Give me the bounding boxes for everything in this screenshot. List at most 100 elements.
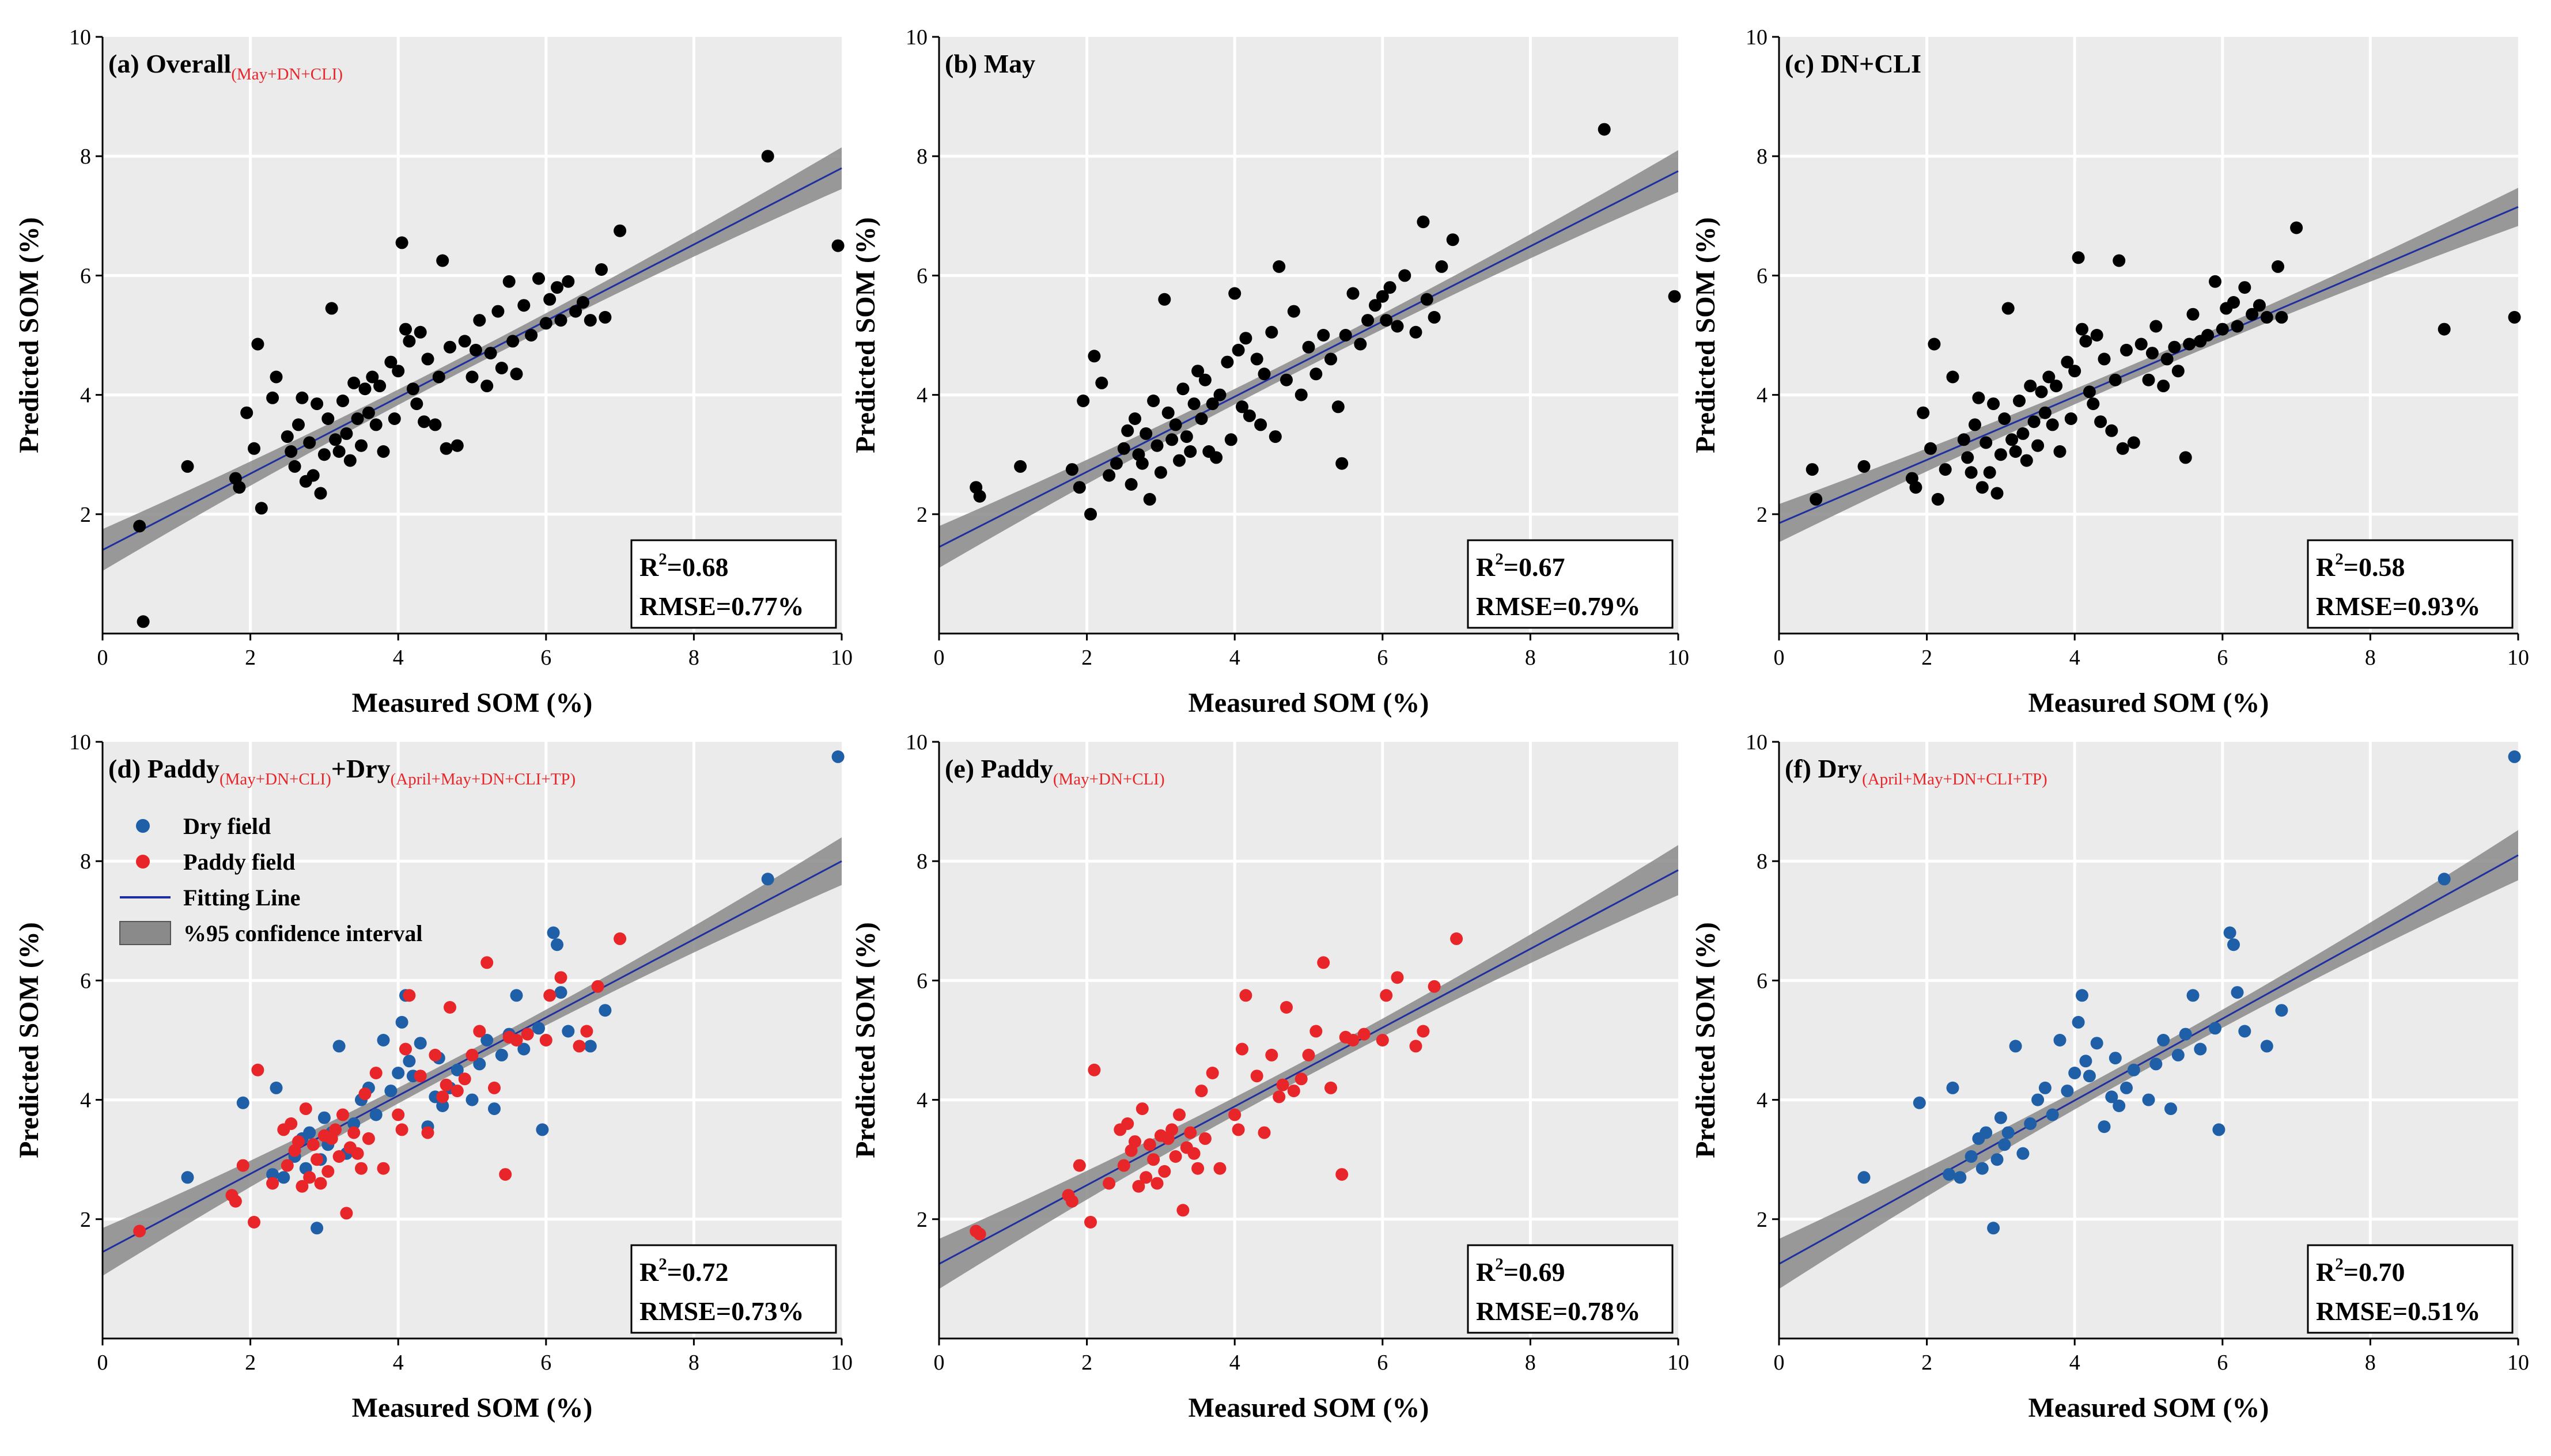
- data-point: [2072, 251, 2085, 264]
- paddy-point: [1117, 1159, 1130, 1172]
- paddy-point: [306, 1138, 320, 1151]
- r-squared-symbol: R: [2316, 1257, 2336, 1287]
- x-tick-label: 0: [97, 1351, 108, 1375]
- paddy-point: [1088, 1063, 1101, 1076]
- r-squared-exponent: 2: [658, 1255, 667, 1273]
- data-point: [2005, 433, 2019, 446]
- paddy-point: [1295, 1072, 1308, 1086]
- dry-point: [403, 1055, 416, 1068]
- fit-line: [938, 869, 1679, 1265]
- r-squared-exponent: 2: [2335, 550, 2344, 568]
- data-point: [1187, 397, 1201, 411]
- data-point: [384, 355, 398, 369]
- r-squared-exponent: 2: [658, 550, 667, 568]
- paddy-point: [321, 1165, 335, 1178]
- rmse-label: RMSE=0.77%: [639, 592, 804, 621]
- x-tick-label: 2: [245, 1351, 256, 1375]
- dry-point: [1980, 1126, 1993, 1139]
- x-tick-label: 2: [1081, 646, 1092, 670]
- dry-point: [2031, 1093, 2045, 1106]
- paddy-point: [1287, 1085, 1300, 1098]
- dry-point: [2098, 1120, 2111, 1133]
- r-squared-exponent: 2: [2335, 1255, 2344, 1273]
- dry-point: [831, 750, 845, 763]
- paddy-point: [973, 1227, 986, 1241]
- data-point: [1339, 329, 1352, 342]
- data-point: [1391, 320, 1404, 333]
- dry-point: [1943, 1168, 1956, 1181]
- x-tick-label: 2: [1081, 1351, 1092, 1375]
- paddy-point: [311, 1153, 324, 1166]
- data-point: [1077, 395, 1090, 407]
- panel-title: (a) Overall(May+DN+CLI): [108, 49, 343, 84]
- paddy-point: [1280, 1001, 1293, 1014]
- paddy-point: [1150, 1177, 1164, 1190]
- data-point: [484, 347, 497, 360]
- dry-point: [2260, 1040, 2273, 1053]
- dry-point: [332, 1040, 346, 1053]
- panel-title: (b) May: [945, 49, 1035, 78]
- y-tick-label: 2: [80, 1208, 91, 1232]
- panel-title-main: (e) Paddy: [945, 754, 1053, 783]
- data-point: [1857, 460, 1871, 473]
- paddy-point: [591, 980, 604, 993]
- data-point: [2038, 406, 2052, 419]
- panel-title-mid: +Dry: [331, 754, 391, 783]
- data-point: [1287, 305, 1300, 318]
- dry-point: [2142, 1093, 2155, 1106]
- paddy-point: [266, 1177, 279, 1190]
- y-tick-label: 2: [1757, 503, 1767, 527]
- data-point: [1140, 427, 1153, 440]
- data-point: [2105, 424, 2118, 437]
- paddy-point: [1084, 1216, 1097, 1228]
- data-point: [392, 365, 405, 378]
- stats-box: [2307, 539, 2514, 629]
- paddy-point: [1428, 980, 1441, 993]
- data-point: [506, 335, 520, 348]
- data-point: [292, 418, 305, 431]
- data-point: [1309, 367, 1323, 381]
- dry-point: [266, 1168, 279, 1181]
- data-point: [2098, 352, 2111, 366]
- plot-background: [103, 742, 842, 1339]
- data-point: [325, 302, 338, 315]
- dry-point: [488, 1102, 501, 1116]
- data-point: [366, 370, 379, 384]
- paddy-point: [1273, 1090, 1286, 1104]
- dry-point: [495, 1048, 508, 1061]
- x-tick-label: 8: [2365, 1351, 2376, 1375]
- data-point: [1354, 338, 1367, 351]
- legend-ci-marker: [119, 921, 171, 945]
- dry-point: [347, 1117, 361, 1130]
- data-point: [1125, 478, 1138, 491]
- data-point: [2013, 395, 2026, 407]
- panel-title: (e) Paddy(May+DN+CLI): [945, 754, 1165, 788]
- dry-point: [2127, 1063, 2140, 1076]
- paddy-point: [1158, 1165, 1171, 1178]
- data-point: [1987, 397, 2000, 411]
- panel-title-subscript-2: (April+May+DN+CLI+TP): [391, 770, 576, 788]
- data-point: [2053, 445, 2066, 458]
- paddy-point: [395, 1123, 408, 1136]
- paddy-point: [1357, 1027, 1371, 1041]
- x-tick-label: 10: [1667, 646, 1689, 670]
- data-point: [2216, 323, 2229, 336]
- y-tick-label: 6: [80, 969, 91, 993]
- data-point: [1917, 406, 1930, 419]
- data-point: [539, 317, 552, 330]
- data-point: [1180, 430, 1193, 443]
- dry-point: [2186, 989, 2200, 1002]
- paddy-point: [1121, 1117, 1134, 1130]
- paddy-point: [488, 1081, 501, 1094]
- r-squared-equals: =: [1504, 1257, 1519, 1287]
- paddy-point: [1346, 1034, 1360, 1046]
- x-tick-label: 10: [831, 1351, 853, 1375]
- y-tick-label: 2: [917, 1208, 928, 1232]
- r-squared-equals: =: [2344, 552, 2359, 582]
- data-point: [458, 335, 471, 348]
- dry-point: [2149, 1057, 2163, 1071]
- stats-box: [630, 1244, 837, 1334]
- paddy-point: [465, 1048, 479, 1061]
- fit-line: [938, 170, 1679, 548]
- data-point: [465, 370, 479, 384]
